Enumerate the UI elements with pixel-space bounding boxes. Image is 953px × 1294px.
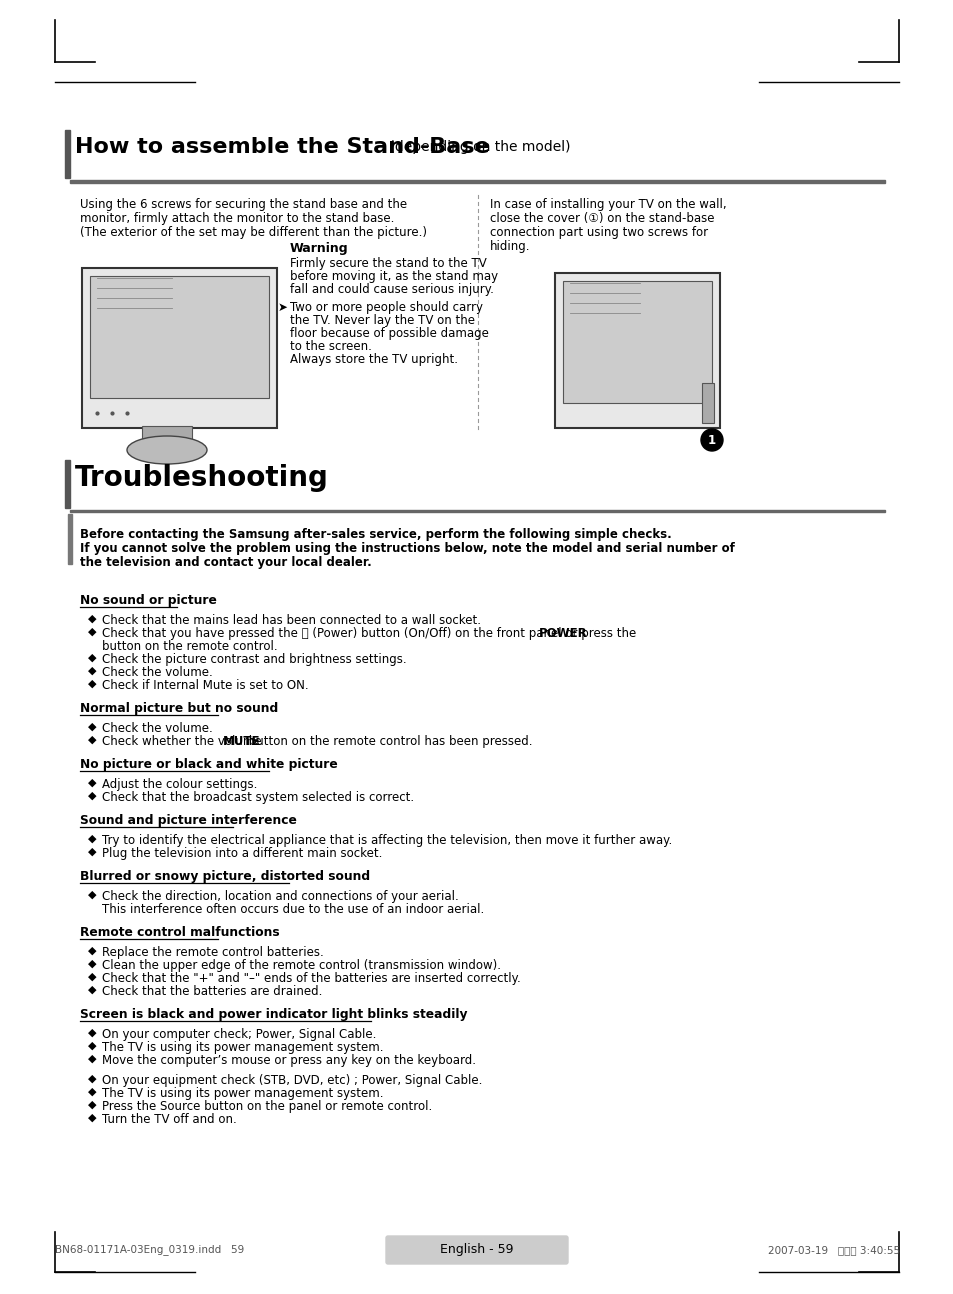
Text: On your computer check; Power, Signal Cable.: On your computer check; Power, Signal Ca… bbox=[102, 1027, 376, 1040]
FancyBboxPatch shape bbox=[386, 1236, 567, 1264]
Bar bbox=[562, 281, 711, 402]
Text: Blurred or snowy picture, distorted sound: Blurred or snowy picture, distorted soun… bbox=[80, 870, 370, 883]
Text: ◆: ◆ bbox=[88, 1087, 96, 1097]
Text: English - 59: English - 59 bbox=[439, 1244, 514, 1256]
Text: ◆: ◆ bbox=[88, 985, 96, 995]
Text: ◆: ◆ bbox=[88, 1100, 96, 1110]
Text: ◆: ◆ bbox=[88, 1040, 96, 1051]
Text: This interference often occurs due to the use of an indoor aerial.: This interference often occurs due to th… bbox=[102, 903, 484, 916]
Text: Check whether the volume: Check whether the volume bbox=[102, 735, 265, 748]
Text: ◆: ◆ bbox=[88, 791, 96, 801]
Text: button on the remote control.: button on the remote control. bbox=[102, 641, 277, 653]
Text: The TV is using its power management system.: The TV is using its power management sys… bbox=[102, 1087, 383, 1100]
Text: BN68-01171A-03Eng_0319.indd   59: BN68-01171A-03Eng_0319.indd 59 bbox=[55, 1245, 244, 1255]
Bar bbox=[70, 180, 884, 182]
Text: ◆: ◆ bbox=[88, 972, 96, 982]
Text: before moving it, as the stand may: before moving it, as the stand may bbox=[290, 270, 497, 283]
Text: Check that you have pressed the ⏻ (Power) button (On/Off) on the front panel or : Check that you have pressed the ⏻ (Power… bbox=[102, 628, 639, 641]
Text: Using the 6 screws for securing the stand base and the: Using the 6 screws for securing the stan… bbox=[80, 198, 407, 211]
Text: the television and contact your local dealer.: the television and contact your local de… bbox=[80, 556, 372, 569]
Text: Check that the batteries are drained.: Check that the batteries are drained. bbox=[102, 985, 322, 998]
Bar bbox=[68, 514, 71, 564]
Text: Press the Source button on the panel or remote control.: Press the Source button on the panel or … bbox=[102, 1100, 432, 1113]
Text: Check the direction, location and connections of your aerial.: Check the direction, location and connec… bbox=[102, 890, 458, 903]
Bar bbox=[701, 383, 713, 423]
Text: close the cover (①) on the stand-base: close the cover (①) on the stand-base bbox=[490, 212, 714, 225]
Text: ◆: ◆ bbox=[88, 778, 96, 788]
Text: Normal picture but no sound: Normal picture but no sound bbox=[80, 703, 278, 716]
Text: No picture or black and white picture: No picture or black and white picture bbox=[80, 758, 337, 771]
Text: The TV is using its power management system.: The TV is using its power management sys… bbox=[102, 1040, 383, 1055]
Text: Check that the mains lead has been connected to a wall socket.: Check that the mains lead has been conne… bbox=[102, 613, 480, 628]
Text: the TV. Never lay the TV on the: the TV. Never lay the TV on the bbox=[290, 314, 475, 327]
Text: ◆: ◆ bbox=[88, 959, 96, 969]
FancyBboxPatch shape bbox=[82, 268, 276, 428]
Text: fall and could cause serious injury.: fall and could cause serious injury. bbox=[290, 283, 494, 296]
Text: Two or more people should carry: Two or more people should carry bbox=[290, 302, 482, 314]
Text: ◆: ◆ bbox=[88, 679, 96, 688]
Text: Turn the TV off and on.: Turn the TV off and on. bbox=[102, 1113, 236, 1126]
Text: Check the picture contrast and brightness settings.: Check the picture contrast and brightnes… bbox=[102, 653, 406, 666]
Text: No sound or picture: No sound or picture bbox=[80, 594, 216, 607]
Text: Check if Internal Mute is set to ON.: Check if Internal Mute is set to ON. bbox=[102, 679, 309, 692]
Text: On your equipment check (STB, DVD, etc) ; Power, Signal Cable.: On your equipment check (STB, DVD, etc) … bbox=[102, 1074, 482, 1087]
Bar bbox=[65, 459, 70, 509]
Text: Check the volume.: Check the volume. bbox=[102, 666, 213, 679]
Text: hiding.: hiding. bbox=[490, 239, 530, 254]
Text: to the screen.: to the screen. bbox=[290, 340, 372, 353]
Text: ◆: ◆ bbox=[88, 890, 96, 901]
Ellipse shape bbox=[127, 436, 207, 465]
Bar bbox=[90, 276, 269, 399]
Text: Check the volume.: Check the volume. bbox=[102, 722, 213, 735]
Text: ◆: ◆ bbox=[88, 1113, 96, 1123]
Bar bbox=[65, 129, 70, 179]
Text: ◆: ◆ bbox=[88, 835, 96, 844]
Text: Remote control malfunctions: Remote control malfunctions bbox=[80, 927, 279, 939]
Text: ◆: ◆ bbox=[88, 722, 96, 732]
Text: 2007-03-19   ソフト 3:40:55: 2007-03-19 ソフト 3:40:55 bbox=[767, 1245, 899, 1255]
Text: Clean the upper edge of the remote control (transmission window).: Clean the upper edge of the remote contr… bbox=[102, 959, 500, 972]
FancyBboxPatch shape bbox=[555, 273, 720, 428]
Text: floor because of possible damage: floor because of possible damage bbox=[290, 327, 488, 340]
Text: Screen is black and power indicator light blinks steadily: Screen is black and power indicator ligh… bbox=[80, 1008, 467, 1021]
Bar bbox=[70, 510, 884, 512]
Text: ➤: ➤ bbox=[277, 302, 288, 314]
Text: button on the remote control has been pressed.: button on the remote control has been pr… bbox=[245, 735, 532, 748]
Text: (The exterior of the set may be different than the picture.): (The exterior of the set may be differen… bbox=[80, 226, 427, 239]
Text: Firmly secure the stand to the TV: Firmly secure the stand to the TV bbox=[290, 258, 486, 270]
Text: Sound and picture interference: Sound and picture interference bbox=[80, 814, 296, 827]
Text: Before contacting the Samsung after-sales service, perform the following simple : Before contacting the Samsung after-sale… bbox=[80, 528, 671, 541]
Text: Try to identify the electrical appliance that is affecting the television, then : Try to identify the electrical appliance… bbox=[102, 835, 672, 848]
Text: ◆: ◆ bbox=[88, 613, 96, 624]
Text: POWER: POWER bbox=[537, 628, 587, 641]
Text: Plug the television into a different main socket.: Plug the television into a different mai… bbox=[102, 848, 382, 861]
Text: connection part using two screws for: connection part using two screws for bbox=[490, 226, 707, 239]
Text: 1: 1 bbox=[707, 433, 716, 446]
Text: In case of installing your TV on the wall,: In case of installing your TV on the wal… bbox=[490, 198, 726, 211]
Text: ◆: ◆ bbox=[88, 735, 96, 745]
Text: ◆: ◆ bbox=[88, 848, 96, 857]
Text: Adjust the colour settings.: Adjust the colour settings. bbox=[102, 778, 257, 791]
Text: Move the computer’s mouse or press any key on the keyboard.: Move the computer’s mouse or press any k… bbox=[102, 1055, 476, 1068]
Text: Warning: Warning bbox=[290, 242, 348, 255]
Text: ◆: ◆ bbox=[88, 1027, 96, 1038]
Text: Check that the "+" and "–" ends of the batteries are inserted correctly.: Check that the "+" and "–" ends of the b… bbox=[102, 972, 520, 985]
Text: MUTE: MUTE bbox=[223, 735, 260, 748]
Text: ◆: ◆ bbox=[88, 1055, 96, 1064]
Text: ◆: ◆ bbox=[88, 946, 96, 956]
Text: ◆: ◆ bbox=[88, 653, 96, 663]
Text: (depending on the model): (depending on the model) bbox=[385, 140, 570, 154]
Text: Troubleshooting: Troubleshooting bbox=[75, 465, 329, 492]
Text: ◆: ◆ bbox=[88, 628, 96, 637]
Text: ◆: ◆ bbox=[88, 666, 96, 675]
Text: How to assemble the Stand-Base: How to assemble the Stand-Base bbox=[75, 137, 489, 157]
Text: If you cannot solve the problem using the instructions below, note the model and: If you cannot solve the problem using th… bbox=[80, 542, 734, 555]
Text: Always store the TV upright.: Always store the TV upright. bbox=[290, 353, 457, 366]
Bar bbox=[142, 426, 192, 440]
Circle shape bbox=[700, 430, 722, 452]
Text: ◆: ◆ bbox=[88, 1074, 96, 1084]
Text: Check that the broadcast system selected is correct.: Check that the broadcast system selected… bbox=[102, 791, 414, 804]
Text: monitor, firmly attach the monitor to the stand base.: monitor, firmly attach the monitor to th… bbox=[80, 212, 394, 225]
Text: Replace the remote control batteries.: Replace the remote control batteries. bbox=[102, 946, 323, 959]
